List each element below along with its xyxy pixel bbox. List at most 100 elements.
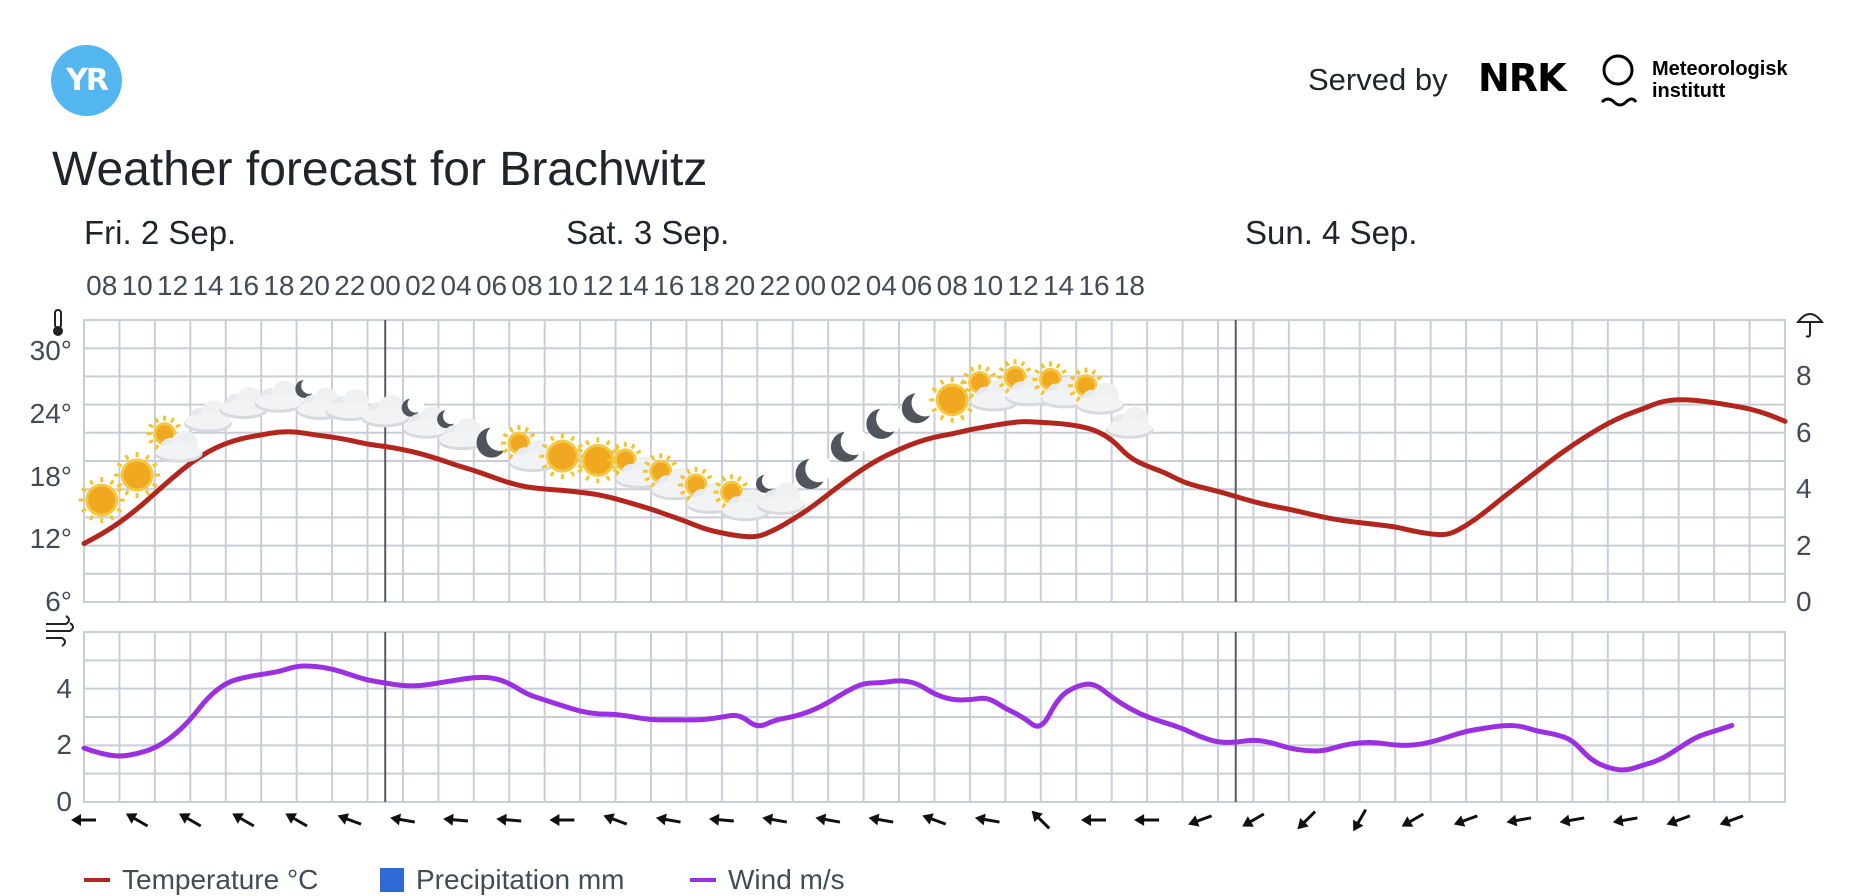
wind-tick-label: 4 bbox=[56, 672, 72, 704]
wind-arrow-icon bbox=[1353, 808, 1368, 832]
page-title: Weather forecast for Brachwitz bbox=[52, 143, 708, 196]
wind-arrow-icon bbox=[179, 813, 202, 828]
wind-arrow-icon bbox=[1453, 814, 1478, 827]
clear-day-icon bbox=[929, 376, 976, 423]
clear-night-icon bbox=[476, 423, 514, 458]
hour-label: 16 bbox=[653, 270, 685, 301]
partly-cloudy-day-icon bbox=[678, 466, 735, 514]
legend-swatch bbox=[690, 878, 716, 882]
clear-day-icon bbox=[78, 477, 125, 524]
clear-day-icon bbox=[539, 433, 586, 480]
hour-label: 08 bbox=[511, 270, 543, 301]
partly-cloudy-day-icon bbox=[146, 415, 203, 463]
hour-label: 16 bbox=[227, 270, 260, 301]
wind-arrow-icon bbox=[496, 813, 522, 826]
partly-cloudy-day-icon bbox=[1067, 367, 1124, 415]
wind-arrow-icon bbox=[815, 813, 841, 826]
hour-label: 00 bbox=[794, 270, 827, 301]
hour-label: 18 bbox=[1113, 270, 1145, 301]
hour-label: 14 bbox=[1042, 270, 1075, 301]
clear-day-icon bbox=[114, 452, 161, 499]
precipitation-tick-label: 8 bbox=[1796, 360, 1812, 392]
hour-label: 16 bbox=[1078, 270, 1110, 301]
temperature-line bbox=[81, 397, 1788, 547]
met-institute-name[interactable]: Meteorologisk institutt bbox=[1652, 58, 1788, 102]
wind-arrow-icon bbox=[1719, 814, 1744, 827]
wind-arrow-icon bbox=[337, 813, 362, 826]
thermometer-icon bbox=[53, 309, 63, 336]
hour-label: 00 bbox=[369, 270, 401, 301]
precipitation-tick-label: 6 bbox=[1796, 416, 1812, 448]
wind-arrow-icon bbox=[125, 813, 149, 828]
hour-label: 20 bbox=[724, 270, 756, 301]
cloudy-icon bbox=[254, 380, 303, 413]
temperature-tick-label: 24° bbox=[29, 398, 72, 429]
cloudy-icon bbox=[184, 400, 233, 433]
partly-cloudy-night-icon bbox=[437, 407, 487, 451]
wind-arrow-icon bbox=[549, 814, 575, 826]
wind-arrow-icon bbox=[1134, 814, 1160, 826]
hour-label: 22 bbox=[759, 270, 791, 301]
wind-arrow-icon bbox=[655, 813, 681, 826]
wind-arrow-icon bbox=[1506, 814, 1532, 827]
precipitation-tick-label: 2 bbox=[1796, 529, 1812, 561]
wind-arrow-icon bbox=[708, 813, 734, 826]
hour-label: 12 bbox=[157, 270, 189, 301]
hour-label: 04 bbox=[440, 270, 472, 301]
hour-label: 10 bbox=[546, 270, 578, 301]
nrk-logo[interactable]: NRK bbox=[1478, 56, 1567, 100]
wind-arrow-icon bbox=[1559, 814, 1585, 827]
hour-label: 06 bbox=[475, 270, 508, 301]
hour-label: 10 bbox=[121, 270, 153, 301]
day-label: Sun. 4 Sep. bbox=[1245, 214, 1418, 251]
clear-night-icon bbox=[795, 455, 833, 489]
hour-label: 10 bbox=[972, 270, 1004, 301]
wind-tick-label: 0 bbox=[56, 786, 72, 817]
wind-icon bbox=[46, 615, 74, 647]
hour-label: 18 bbox=[688, 270, 720, 301]
day-label: Fri. 2 Sep. bbox=[84, 214, 237, 251]
wind-arrow-icon bbox=[762, 813, 788, 826]
wind-arrow-icon bbox=[1188, 814, 1213, 827]
wind-arrow-icon bbox=[603, 813, 628, 826]
hour-label: 14 bbox=[617, 270, 649, 301]
wind-tick-label: 2 bbox=[56, 729, 72, 761]
day-label: Sat. 3 Sep. bbox=[566, 214, 730, 251]
legend-label: Temperature °C bbox=[122, 864, 319, 895]
partly-cloudy-day-icon bbox=[713, 474, 770, 522]
wind-arrow-icon bbox=[974, 813, 1000, 826]
legend-swatch bbox=[84, 878, 110, 882]
umbrella-icon bbox=[1795, 313, 1825, 338]
cloudy-icon bbox=[361, 395, 410, 428]
hour-label: 22 bbox=[334, 270, 366, 301]
hour-label: 02 bbox=[405, 270, 437, 301]
wind-arrow-icon bbox=[443, 813, 469, 826]
legend-label: Wind m/s bbox=[728, 864, 845, 895]
hour-label: 04 bbox=[865, 270, 897, 301]
wind-arrow-icon bbox=[232, 813, 255, 828]
hour-label: 14 bbox=[192, 270, 224, 301]
hour-label: 06 bbox=[901, 270, 933, 301]
wind-arrow-icon bbox=[1080, 814, 1106, 826]
wind-arrow-icon bbox=[1297, 810, 1317, 830]
met-line2: institutt bbox=[1652, 80, 1726, 102]
legend-item: Precipitation mm bbox=[380, 864, 625, 896]
temperature-tick-label: 30° bbox=[29, 335, 72, 367]
wind-arrow-icon bbox=[71, 814, 96, 826]
yr-logo[interactable]: YR bbox=[51, 45, 122, 116]
wind-arrow-icon bbox=[285, 813, 308, 828]
hour-label: 18 bbox=[263, 270, 295, 301]
hour-label: 12 bbox=[1007, 270, 1039, 301]
wind-arrow-icon bbox=[1031, 810, 1051, 830]
clear-night-icon bbox=[901, 389, 939, 424]
wind-arrow-icon bbox=[390, 813, 416, 826]
temperature-tick-label: 6° bbox=[45, 586, 72, 617]
legend-item: Temperature °C bbox=[84, 864, 318, 896]
wind-arrow-icon bbox=[1401, 812, 1425, 827]
wind-arrow-icon bbox=[1612, 814, 1638, 827]
hour-label: 20 bbox=[298, 270, 330, 301]
hour-label: 08 bbox=[936, 270, 968, 301]
legend-swatch bbox=[380, 868, 404, 892]
wind-arrow-icon bbox=[1242, 812, 1265, 827]
